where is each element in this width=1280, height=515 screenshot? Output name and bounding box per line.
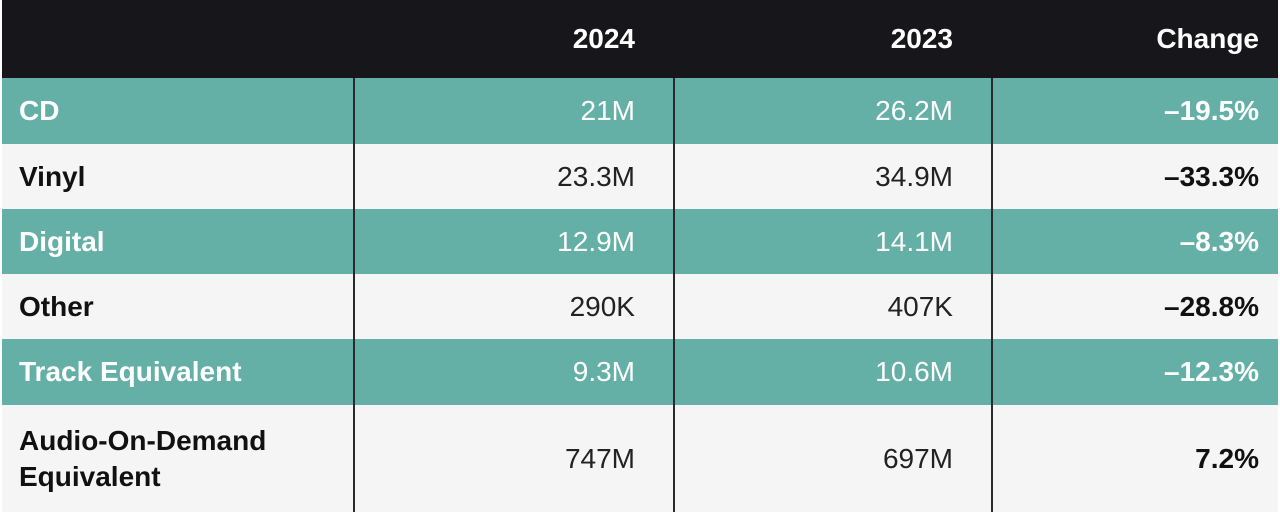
table-header-row: 2024 2023 Change [2,0,1278,78]
value-2024: 290K [353,274,673,339]
value-change: –8.3% [991,209,1278,274]
header-blank [2,0,353,78]
value-2024: 12.9M [353,209,673,274]
value-2023: 697M [673,405,991,512]
row-label: Other [19,290,94,322]
value-change: 7.2% [991,405,1278,512]
table-row-cd: CD 21M 26.2M –19.5% [2,78,1278,144]
value-2024: 747M [353,405,673,512]
value-2024: 21M [353,78,673,144]
row-label: Vinyl [19,160,86,192]
value-change: –19.5% [991,78,1278,144]
table-row-other: Other 290K 407K –28.8% [2,274,1278,339]
table-row-vinyl: Vinyl 23.3M 34.9M –33.3% [2,144,1278,209]
value-2023: 34.9M [673,144,991,209]
row-label: Digital [19,225,105,257]
value-change: –12.3% [991,339,1278,405]
value-2023: 14.1M [673,209,991,274]
row-label: Audio-On-Demand Equivalent [19,424,267,492]
table-row-track-equivalent: Track Equivalent 9.3M 10.6M –12.3% [2,339,1278,405]
value-change: –33.3% [991,144,1278,209]
header-2023: 2023 [890,23,953,54]
header-change: Change [1156,23,1259,54]
value-2023: 10.6M [673,339,991,405]
value-2023: 407K [673,274,991,339]
row-label: Track Equivalent [19,356,242,387]
row-label: CD [19,95,60,126]
value-change: –28.8% [991,274,1278,339]
table-row-audio-on-demand: Audio-On-Demand Equivalent 747M 697M 7.2… [2,405,1278,512]
header-2024: 2024 [572,23,635,54]
value-2023: 26.2M [673,78,991,144]
value-2024: 23.3M [353,144,673,209]
table-row-digital: Digital 12.9M 14.1M –8.3% [2,209,1278,274]
value-2024: 9.3M [353,339,673,405]
